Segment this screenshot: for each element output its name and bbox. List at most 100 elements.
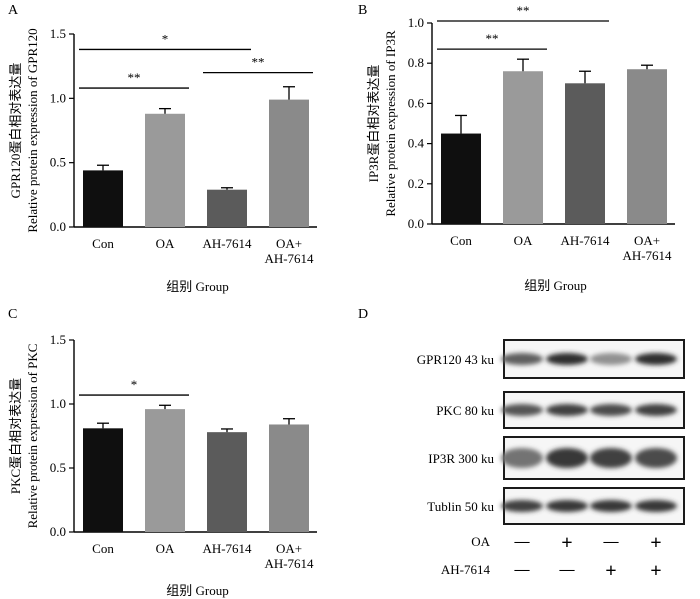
panel-a-bar-2 <box>145 113 185 227</box>
blot-band <box>590 448 632 468</box>
panel-a-category-label: OA+ AH-7614 <box>264 236 314 266</box>
panel-b-category-label: OA+ AH-7614 <box>622 233 672 263</box>
blot-band <box>501 448 543 468</box>
panel-c-category-label: OA <box>156 541 175 556</box>
panel-a-y-tick-label: 1.0 <box>50 90 66 105</box>
panel-letter-d: D <box>358 307 368 322</box>
panel-b-category-line: OA+ <box>634 233 660 248</box>
treatment-sign: — <box>514 562 531 578</box>
blot-band <box>590 500 632 512</box>
panel-c-ylabel-cn: PKC蛋白相对表达量 <box>8 378 23 494</box>
treatment-sign: + <box>605 560 616 582</box>
blot-band <box>546 353 588 365</box>
blot-band <box>501 353 543 365</box>
panel-b-bar-4 <box>627 69 667 224</box>
panel-b-category-label: OA <box>514 233 533 248</box>
panel-b-y-tick-label: 0.0 <box>408 216 424 231</box>
blot-band <box>635 500 677 512</box>
panel-a-xlabel: 组别 Group <box>166 279 228 294</box>
western-blot-panel: GPR120 43 ku PKC 80 ku IP3R 300 ku Tublin 5… <box>417 339 685 582</box>
blot-row-label: PKC 80 ku <box>436 403 494 418</box>
panel-b-significance-label: ** <box>486 31 499 46</box>
panel-b-ylabel-cn: IP3R蛋白相对表达量 <box>366 65 381 183</box>
panel-a-category-line: OA+ <box>276 236 302 251</box>
panel-a-category-label: Con <box>92 236 114 251</box>
blot-row-label: GPR120 43 ku <box>417 352 495 367</box>
panel-b-category-line: AH-7614 <box>622 248 672 263</box>
blot-band <box>590 404 632 416</box>
panel-b-ylabel-en: Relative protein expression of IP3R <box>383 30 398 217</box>
panel-c-y-tick-label: 1.5 <box>50 332 66 347</box>
panel-a-ylabel-en: Relative protein expression of GPR120 <box>25 28 40 232</box>
panel-c-y-tick-label: 0.5 <box>50 460 66 475</box>
blot-row-label: IP3R 300 ku <box>428 451 494 466</box>
blot-band <box>501 500 543 512</box>
panel-c-bar-2 <box>145 409 185 532</box>
blot-band <box>546 500 588 512</box>
treatment-label: AH-7614 <box>441 562 491 577</box>
panel-c-category-line: OA <box>156 541 175 556</box>
panel-c-category-line: OA+ <box>276 541 302 556</box>
panel-c-xlabel: 组别 Group <box>166 583 228 598</box>
panel-b-significance-label: ** <box>517 3 530 18</box>
panel-c-y-tick-label: 1.0 <box>50 396 66 411</box>
panel-b-category-label: Con <box>450 233 472 248</box>
panel-c-category-label: AH-7614 <box>202 541 252 556</box>
panel-a-category-line: Con <box>92 236 114 251</box>
panel-b-y-tick-label: 0.2 <box>408 176 424 191</box>
panel-a-y-tick-label: 0.0 <box>50 219 66 234</box>
treatment-sign: + <box>561 532 572 554</box>
panel-a-category-line: AH-7614 <box>202 236 252 251</box>
blot-band <box>635 448 677 468</box>
panel-b-category-line: Con <box>450 233 472 248</box>
panel-a-significance-label: ** <box>128 70 141 85</box>
panel-a-category-line: OA <box>156 236 175 251</box>
panel-b-bar-2 <box>503 71 543 225</box>
treatment-sign: + <box>650 532 661 554</box>
panel-b-category-line: OA <box>514 233 533 248</box>
panel-b-y-tick-label: 1.0 <box>408 15 424 30</box>
panel-a-category-label: OA <box>156 236 175 251</box>
panel-b-bar-3 <box>565 83 605 224</box>
treatment-sign: — <box>603 534 620 550</box>
panel-c-category-line: AH-7614 <box>202 541 252 556</box>
panel-b-category-line: AH-7614 <box>560 233 610 248</box>
panel-a-bar-1 <box>83 170 123 227</box>
treatment-sign: — <box>514 534 531 550</box>
panel-c-category-label: OA+ AH-7614 <box>264 541 314 571</box>
panel-a-y-tick-label: 0.5 <box>50 155 66 170</box>
treatment-label: OA <box>471 534 490 549</box>
panel-c-ylabel-en: Relative protein expression of PKC <box>25 344 40 529</box>
panel-c-category-line: Con <box>92 541 114 556</box>
panel-b-xlabel: 组别 Group <box>524 278 586 293</box>
panel-b-bar-1 <box>441 133 481 224</box>
panel-c-category-label: Con <box>92 541 114 556</box>
treatment-sign: — <box>559 562 576 578</box>
panel-c-significance-label: * <box>131 377 138 392</box>
panel-c-y-tick-label: 0.0 <box>50 524 66 539</box>
treatment-sign: + <box>650 560 661 582</box>
panel-a-bar-3 <box>207 189 247 227</box>
blot-row-label: Tublin 50 ku <box>427 499 494 514</box>
panel-letter-c: C <box>8 307 17 322</box>
panel-letter-a: A <box>8 3 19 18</box>
blot-band <box>635 404 677 416</box>
panel-a-bar-4 <box>269 99 309 227</box>
panel-c-bar-1 <box>83 428 123 532</box>
panel-c-category-line: AH-7614 <box>264 556 314 571</box>
blot-band <box>501 404 543 416</box>
panel-c-bar-4 <box>269 424 309 532</box>
panel-b-category-label: AH-7614 <box>560 233 610 248</box>
panel-b-y-tick-label: 0.8 <box>408 55 424 70</box>
panel-a-category-label: AH-7614 <box>202 236 252 251</box>
panel-a-significance-label: * <box>162 31 169 46</box>
panel-a-significance-label: ** <box>252 55 265 70</box>
blot-band <box>546 448 588 468</box>
panel-b-y-tick-label: 0.4 <box>408 136 425 151</box>
panel-a-y-tick-label: 1.5 <box>50 26 66 41</box>
panel-letter-b: B <box>358 3 367 18</box>
